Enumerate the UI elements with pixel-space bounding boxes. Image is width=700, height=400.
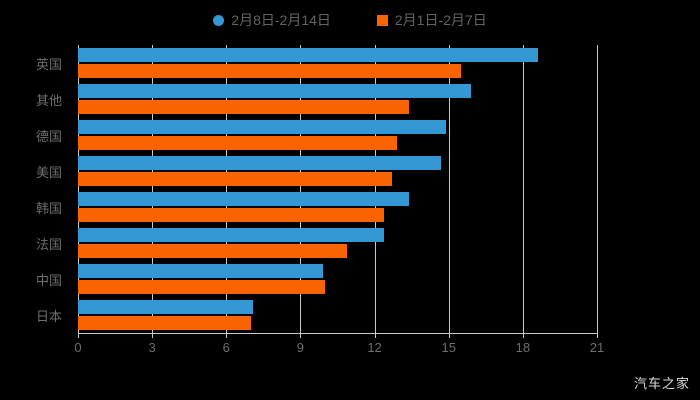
y-axis-tick-label: 法国 [35, 236, 62, 252]
legend-label-series-1: 2月8日-2月14日 [231, 12, 331, 28]
y-axis-tick-label: 韩国 [35, 200, 62, 216]
gridline [522, 45, 524, 333]
bar[interactable] [78, 48, 538, 62]
y-axis-labels: 英国 其他 德国 美国 韩国 法国 中国 日本 [0, 45, 70, 333]
bar[interactable] [78, 280, 326, 294]
legend-item-series-2[interactable]: 2月1日-2月7日 [376, 12, 487, 28]
legend-label-series-2: 2月1日-2月7日 [394, 12, 487, 28]
x-axis-tick-label: 3 [148, 340, 156, 355]
bar[interactable] [78, 84, 471, 98]
gridline [448, 45, 450, 333]
gridline [226, 45, 228, 333]
gridline [300, 45, 302, 333]
bar[interactable] [78, 300, 254, 314]
watermark: 汽车之家 [633, 376, 690, 391]
gridline [78, 45, 79, 333]
y-axis-tick-label: 中国 [35, 272, 62, 288]
gridline [597, 45, 598, 333]
bar[interactable] [78, 120, 447, 134]
x-axis-tick-label: 12 [367, 340, 382, 355]
y-axis-tick-label: 美国 [35, 164, 62, 180]
x-axis-line [78, 333, 597, 334]
bar-group [78, 81, 597, 117]
gridline [152, 45, 154, 333]
x-axis-tick-label: 18 [515, 340, 531, 355]
x-axis-tick [448, 333, 450, 338]
bar-rows [78, 45, 597, 333]
x-axis-tick-label: 15 [441, 340, 456, 355]
plot-area [78, 45, 598, 333]
bar[interactable] [78, 264, 323, 278]
bar[interactable] [78, 244, 348, 258]
bar[interactable] [78, 228, 385, 242]
x-axis-tick [226, 333, 228, 338]
x-axis-tick [374, 333, 376, 338]
bar[interactable] [78, 64, 462, 78]
x-axis-tick [300, 333, 302, 338]
x-axis-tick [152, 333, 154, 338]
bar[interactable] [78, 172, 392, 186]
legend-square-marker-icon [376, 14, 388, 26]
x-axis-tick [78, 333, 79, 338]
bar[interactable] [78, 208, 385, 222]
y-axis-tick-label: 德国 [35, 128, 62, 144]
bar-group [78, 117, 597, 153]
x-axis-tick-label: 0 [74, 340, 82, 355]
chart-legend: 2月8日-2月14日 2月1日-2月7日 [0, 6, 700, 34]
bar[interactable] [78, 192, 410, 206]
x-axis-tick-label: 21 [589, 340, 605, 355]
y-axis-tick-label: 日本 [35, 308, 62, 324]
bar-group [78, 225, 597, 261]
gridline [374, 45, 376, 333]
bar[interactable] [78, 156, 442, 170]
y-axis-tick-label: 英国 [35, 56, 62, 72]
bar-group [78, 153, 597, 189]
bar[interactable] [78, 100, 410, 114]
legend-item-series-1[interactable]: 2月8日-2月14日 [213, 13, 331, 27]
bar-group [78, 261, 597, 297]
bar[interactable] [78, 136, 397, 150]
bar-group [78, 45, 597, 81]
bar[interactable] [78, 316, 251, 330]
x-axis-tick [597, 333, 598, 338]
bar-group [78, 297, 597, 333]
x-axis-tick [522, 333, 524, 338]
y-axis-tick-label: 其他 [35, 92, 62, 108]
x-axis-tick-label: 6 [222, 340, 230, 355]
x-axis-tick-label: 9 [296, 340, 305, 355]
legend-circle-marker-icon [213, 14, 225, 26]
bar-group [78, 189, 597, 225]
